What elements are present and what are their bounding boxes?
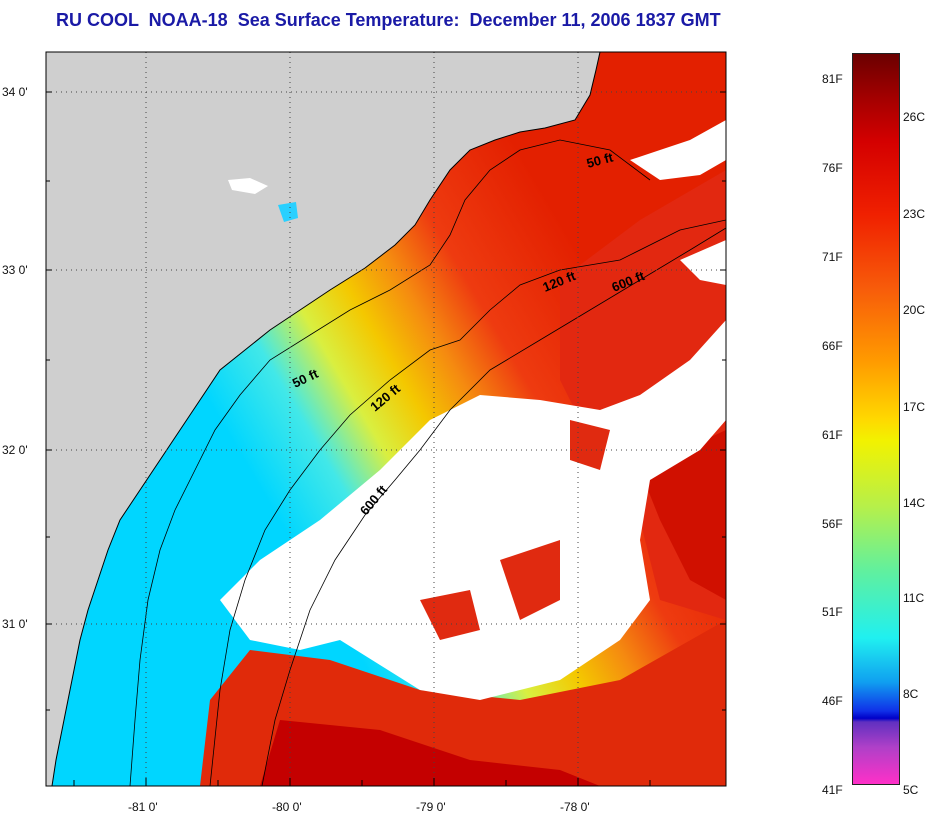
map-frame [45, 51, 727, 787]
colorbar-c-label: 8C [903, 687, 919, 701]
colorbar-c-label: 14C [903, 496, 926, 510]
cloud-mask [220, 320, 726, 700]
gulf-stream-core [260, 720, 600, 786]
lat-label: 34 0' [2, 85, 28, 99]
map-title: RU COOL NOAA-18 Sea Surface Temperature:… [56, 10, 721, 30]
lake-marion [228, 178, 268, 194]
isobath-120ft [209, 219, 726, 786]
temperature-colorbar [852, 53, 900, 785]
coastline [51, 52, 601, 786]
warm-patch-2 [420, 590, 480, 640]
colorbar-f-label: 76F [822, 161, 843, 175]
lake-moultrie [278, 202, 298, 222]
lat-label: 31 0' [2, 617, 28, 631]
lon-label: -78 0' [560, 800, 590, 814]
warm-patch-1 [500, 540, 560, 620]
lon-label: -81 0' [128, 800, 158, 814]
colorbar-f-label: 66F [822, 339, 843, 353]
colorbar-c-label: 23C [903, 207, 926, 221]
isobath-600ft [261, 227, 726, 786]
colorbar-f-label: 46F [822, 694, 843, 708]
cloud-mask-ne [630, 120, 726, 180]
colorbar-c-label: 11C [903, 591, 925, 605]
colorbar-f-label: 51F [822, 605, 843, 619]
colorbar-f-label: 61F [822, 428, 843, 442]
warm-patch-3 [570, 420, 610, 470]
colorbar-c-label: 17C [903, 400, 926, 414]
lat-label: 32 0' [2, 443, 28, 457]
axis-ticks [46, 91, 726, 786]
graticule [46, 52, 726, 786]
lon-label: -80 0' [272, 800, 302, 814]
lon-label: -79 0' [416, 800, 446, 814]
land-area [46, 52, 600, 786]
colorbar-f-label: 56F [822, 517, 843, 531]
isobath-label: 50 ft [585, 149, 615, 171]
colorbar-f-label: 71F [822, 250, 843, 264]
colorbar-f-label: 41F [822, 783, 843, 797]
colorbar-c-label: 26C [903, 110, 926, 124]
colorbar-c-label: 5C [903, 783, 919, 797]
isobath-50ft [129, 139, 651, 786]
colorbar-f-label: 81F [822, 72, 843, 86]
colorbar-c-label: 20C [903, 303, 926, 317]
lat-label: 33 0' [2, 263, 28, 277]
cloud-mask-east [680, 240, 726, 285]
